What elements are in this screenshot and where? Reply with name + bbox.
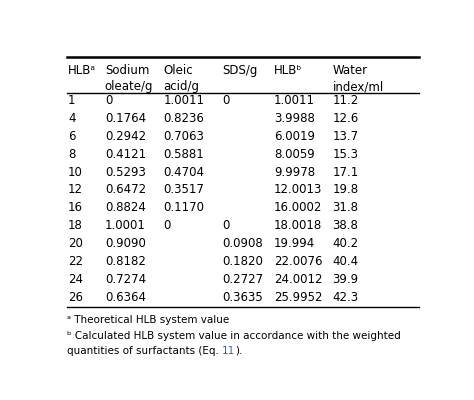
Text: oleate/g: oleate/g	[105, 80, 153, 93]
Text: 40.2: 40.2	[333, 237, 359, 250]
Text: 0.0908: 0.0908	[222, 237, 263, 250]
Text: 18.0018: 18.0018	[274, 219, 322, 232]
Text: quantities of surfactants (Eq.: quantities of surfactants (Eq.	[66, 346, 222, 356]
Text: 0.7063: 0.7063	[164, 130, 204, 143]
Text: 31.8: 31.8	[333, 201, 358, 214]
Text: 0.8824: 0.8824	[105, 201, 146, 214]
Text: 0: 0	[222, 219, 230, 232]
Text: 0.8236: 0.8236	[164, 112, 204, 125]
Text: 20: 20	[68, 237, 83, 250]
Text: 16: 16	[68, 201, 83, 214]
Text: SDS/g: SDS/g	[222, 64, 258, 77]
Text: ᵇ Calculated HLB system value in accordance with the weighted: ᵇ Calculated HLB system value in accorda…	[66, 331, 401, 341]
Text: 42.3: 42.3	[333, 291, 359, 304]
Text: 6.0019: 6.0019	[274, 130, 315, 143]
Text: 0.2727: 0.2727	[222, 273, 264, 286]
Text: 0.9090: 0.9090	[105, 237, 146, 250]
Text: Sodium: Sodium	[105, 64, 149, 77]
Text: ᵃ Theoretical HLB system value: ᵃ Theoretical HLB system value	[66, 315, 229, 325]
Text: HLBᵃ: HLBᵃ	[68, 64, 96, 77]
Text: 19.8: 19.8	[333, 184, 359, 196]
Text: 1.0001: 1.0001	[105, 219, 146, 232]
Text: 39.9: 39.9	[333, 273, 359, 286]
Text: 11.2: 11.2	[333, 94, 359, 107]
Text: 0.1820: 0.1820	[222, 255, 263, 268]
Text: 38.8: 38.8	[333, 219, 358, 232]
Text: 12.0013: 12.0013	[274, 184, 322, 196]
Text: 0.6472: 0.6472	[105, 184, 146, 196]
Text: 16.0002: 16.0002	[274, 201, 322, 214]
Text: 24: 24	[68, 273, 83, 286]
Text: 8: 8	[68, 148, 75, 161]
Text: 15.3: 15.3	[333, 148, 358, 161]
Text: 9.9978: 9.9978	[274, 166, 315, 179]
Text: 3.9988: 3.9988	[274, 112, 315, 125]
Text: 0.1170: 0.1170	[164, 201, 205, 214]
Text: Water: Water	[333, 64, 368, 77]
Text: 10: 10	[68, 166, 83, 179]
Text: 0: 0	[105, 94, 112, 107]
Text: HLBᵇ: HLBᵇ	[274, 64, 302, 77]
Text: index/ml: index/ml	[333, 80, 384, 93]
Text: 0.5881: 0.5881	[164, 148, 204, 161]
Text: 0: 0	[222, 94, 230, 107]
Text: 0.2942: 0.2942	[105, 130, 146, 143]
Text: 19.994: 19.994	[274, 237, 315, 250]
Text: Oleic: Oleic	[164, 64, 193, 77]
Text: ).: ).	[235, 346, 242, 356]
Text: 12.6: 12.6	[333, 112, 359, 125]
Text: 0.4121: 0.4121	[105, 148, 146, 161]
Text: 0.1764: 0.1764	[105, 112, 146, 125]
Text: 0.8182: 0.8182	[105, 255, 146, 268]
Text: 22.0076: 22.0076	[274, 255, 322, 268]
Text: 12: 12	[68, 184, 83, 196]
Text: 11: 11	[222, 346, 235, 356]
Text: 0: 0	[164, 219, 171, 232]
Text: 0.6364: 0.6364	[105, 291, 146, 304]
Text: 26: 26	[68, 291, 83, 304]
Text: 4: 4	[68, 112, 75, 125]
Text: 0.3635: 0.3635	[222, 291, 263, 304]
Text: 1.0011: 1.0011	[274, 94, 315, 107]
Text: acid/g: acid/g	[164, 80, 200, 93]
Text: 24.0012: 24.0012	[274, 273, 322, 286]
Text: 1: 1	[68, 94, 75, 107]
Text: 6: 6	[68, 130, 75, 143]
Text: 0.5293: 0.5293	[105, 166, 146, 179]
Text: 8.0059: 8.0059	[274, 148, 315, 161]
Text: 0.3517: 0.3517	[164, 184, 204, 196]
Text: 17.1: 17.1	[333, 166, 359, 179]
Text: 1.0011: 1.0011	[164, 94, 205, 107]
Text: 25.9952: 25.9952	[274, 291, 322, 304]
Text: 0.4704: 0.4704	[164, 166, 205, 179]
Text: 0.7274: 0.7274	[105, 273, 146, 286]
Text: 22: 22	[68, 255, 83, 268]
Text: 13.7: 13.7	[333, 130, 359, 143]
Text: 18: 18	[68, 219, 83, 232]
Text: 40.4: 40.4	[333, 255, 359, 268]
